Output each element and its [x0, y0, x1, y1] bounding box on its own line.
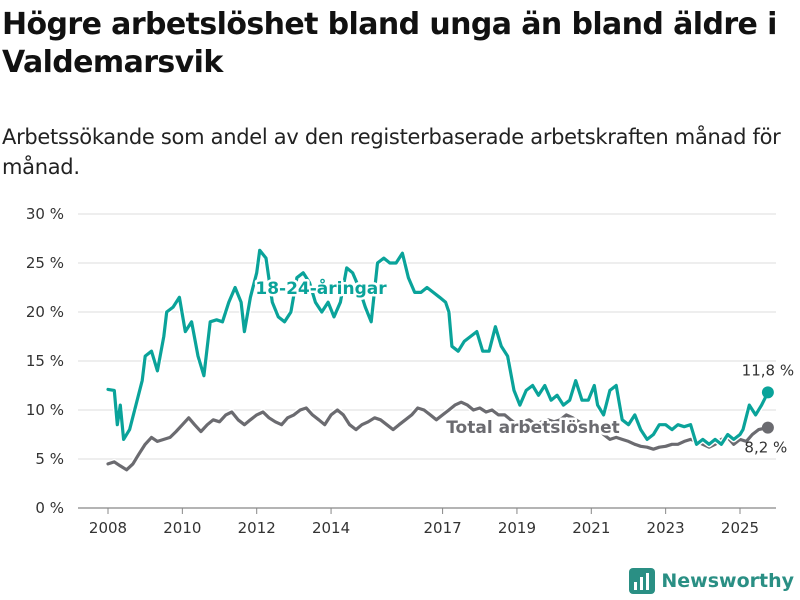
- series-label-total-halo: Total arbetslöshet: [446, 418, 620, 438]
- y-tick-label: 30 %: [26, 205, 64, 223]
- end-point-total: [761, 421, 774, 434]
- chart-subtitle: Arbetssökande som andel av den registerb…: [2, 125, 781, 179]
- series-label-18-24: 18-24-åringar: [255, 277, 387, 299]
- series-line-total: [106, 400, 770, 472]
- series-label-18-24-halo: 18-24-åringar: [255, 277, 387, 299]
- y-tick-label: 5 %: [35, 450, 64, 468]
- y-tick-label: 10 %: [26, 401, 64, 419]
- y-tick-label: 0 %: [35, 499, 64, 517]
- y-tick-label: 25 %: [26, 254, 64, 272]
- x-tick-label: 2008: [89, 519, 127, 537]
- x-tick-label: 2019: [498, 519, 536, 537]
- x-tick-label: 2025: [721, 519, 759, 537]
- grid-layer: [78, 213, 776, 509]
- axis-layer: 0 % 5 % 10 % 15 % 20 % 25 % 30 % 2008 2010 2012 20…: [26, 205, 759, 537]
- x-tick-label: 2012: [238, 519, 276, 537]
- y-tick-label: 20 %: [26, 303, 64, 321]
- end-point-18-24: [761, 386, 774, 399]
- series-line-halo: [105, 399, 771, 473]
- end-value-total: 8,2 %: [744, 439, 787, 457]
- x-tick-label: 2014: [312, 519, 350, 537]
- x-tick-label: 2017: [423, 519, 461, 537]
- newsworthy-logo: Newsworthy: [629, 568, 794, 594]
- x-tick-label: 2023: [647, 519, 685, 537]
- series-label-total: Total arbetslöshet: [446, 418, 620, 438]
- series-line-18-24: [106, 248, 770, 446]
- x-tick-label: 2010: [163, 519, 201, 537]
- brand-name: Newsworthy: [661, 570, 794, 592]
- chart-title: Högre arbetslöshet bland unga än bland ä…: [2, 7, 777, 80]
- series-layer: [105, 247, 774, 473]
- end-value-18-24: 11,8 %: [742, 361, 794, 379]
- x-tick-label: 2021: [572, 519, 610, 537]
- bar-chart-logo-icon: [629, 568, 656, 594]
- y-tick-label: 15 %: [26, 352, 64, 370]
